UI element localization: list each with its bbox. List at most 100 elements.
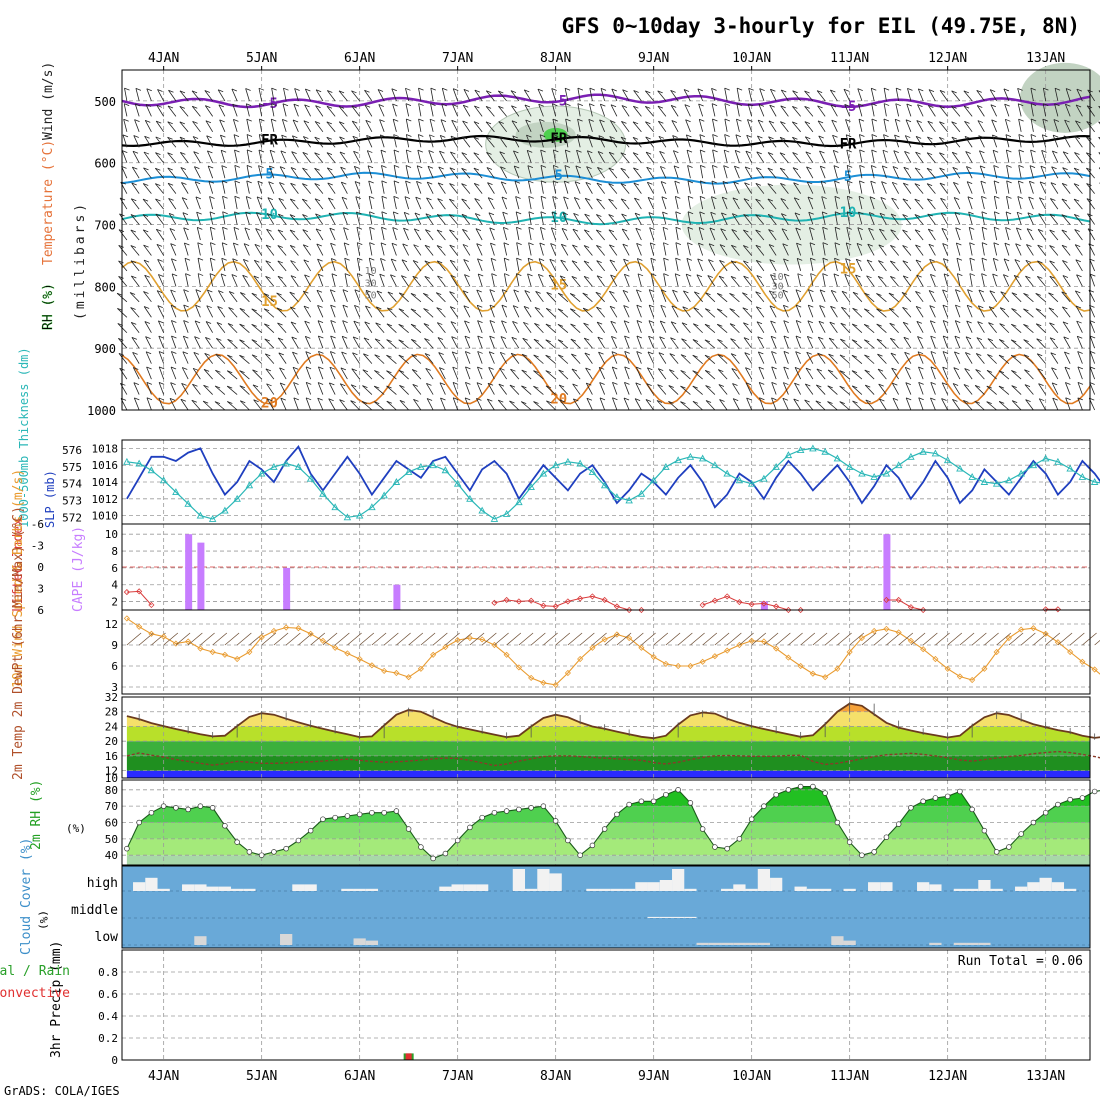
wind-barb <box>822 258 826 271</box>
wind-barb <box>355 196 361 210</box>
wind-barb-flag <box>730 353 737 356</box>
temp2m-frame <box>121 696 1091 779</box>
wind-barb-flag <box>1049 260 1055 264</box>
wind-barb <box>608 214 618 225</box>
cloud-bar <box>990 888 1003 891</box>
date-label-top: 10JAN <box>732 51 771 66</box>
wind-barb-flag <box>779 136 786 140</box>
wind-barb-flag <box>981 196 987 199</box>
wind-barb <box>245 103 250 117</box>
wind-barb <box>208 181 214 194</box>
wind-barb-flag <box>425 213 432 217</box>
wind-barb-flag <box>392 103 398 107</box>
wind-barb-flag <box>251 308 257 312</box>
wind-barb <box>540 165 544 179</box>
wind-barb <box>877 276 887 287</box>
wind-barb-flag <box>1049 245 1055 248</box>
wind-barb <box>489 227 495 241</box>
rh2m-marker <box>258 852 265 858</box>
wind-barb-flag <box>218 89 224 93</box>
wind-barb-flag <box>398 308 405 312</box>
wind-barb <box>834 180 838 194</box>
cloud-bar <box>659 880 673 891</box>
wind-barb <box>546 292 556 303</box>
wind-barb-flag <box>293 103 300 107</box>
wind-barb-flag <box>724 87 730 91</box>
wind-barb-flag <box>742 307 748 311</box>
wind-barb <box>767 167 777 179</box>
wind-barb-flag <box>718 369 724 372</box>
cloud-bar <box>537 869 550 891</box>
wind-barb-flag <box>867 243 873 247</box>
wind-barb-10m <box>1057 632 1073 646</box>
wind-barb <box>951 106 961 117</box>
wind-barb-flag <box>977 120 984 123</box>
wind-barb <box>732 383 740 395</box>
wind-barb-flag <box>1052 382 1058 386</box>
wind-barb-10m <box>824 632 840 646</box>
wind-barb <box>498 383 507 395</box>
wind-barb-flag <box>424 338 430 341</box>
wind-barb <box>681 338 691 349</box>
lifted-index-marker <box>564 598 571 605</box>
wind-barb-flag <box>782 243 788 247</box>
wind-barb-flag <box>354 289 361 293</box>
wind-barb-flag <box>195 289 201 293</box>
wind-barb <box>392 119 397 132</box>
wind-barb-flag <box>994 226 1000 230</box>
wind-barb-flag <box>969 226 975 230</box>
wind-barb <box>608 152 618 163</box>
wind-barb <box>403 227 410 241</box>
wind-barb <box>1086 183 1095 194</box>
wind-barb <box>916 274 924 287</box>
wind-barb-flag <box>330 304 336 308</box>
wind-barb <box>905 397 912 411</box>
wind-barb <box>675 211 679 225</box>
wind-barb-flag <box>953 367 959 370</box>
rh2m-marker <box>920 798 926 804</box>
wind-barb <box>685 273 691 287</box>
wind-barb <box>711 165 716 179</box>
wind-barb <box>380 150 385 163</box>
wind-barb-flag <box>545 323 552 327</box>
wind-barb <box>167 152 177 163</box>
wind-barb-flag <box>881 181 887 184</box>
wind-barb <box>716 308 728 318</box>
wind-barb-10m <box>726 632 742 646</box>
wind-barb-flag <box>170 289 176 293</box>
wind-barb-flag <box>572 244 578 248</box>
wind-barb <box>168 198 177 210</box>
wind-barb <box>846 196 851 210</box>
rh-contour-label: 50 <box>772 291 784 302</box>
wind-barb-flag <box>406 149 412 153</box>
wind-speed-marker <box>442 644 449 651</box>
wind-barb-flag <box>680 354 687 357</box>
wind-barb <box>734 166 740 179</box>
wind-barb <box>512 305 520 318</box>
wind-barb-flag <box>181 382 187 386</box>
wind-barb <box>436 245 446 256</box>
wind-barb <box>181 182 189 194</box>
wind-barb-10m <box>200 632 215 646</box>
wind-barb-flag <box>596 321 603 325</box>
thickness-marker <box>809 444 817 452</box>
wind-barb <box>968 227 973 241</box>
wind-barb <box>755 167 765 179</box>
wind-barb-flag <box>953 182 959 185</box>
wind-barb-flag <box>489 320 496 323</box>
wind-barb-flag <box>197 257 204 261</box>
wind-barb <box>1011 308 1022 318</box>
wind-barb <box>698 103 704 117</box>
wind-barb-flag <box>1042 134 1048 138</box>
wind-barb <box>576 150 581 163</box>
wind-barb-flag <box>889 322 895 326</box>
wind-barb-flag <box>770 88 776 92</box>
wind-barb <box>635 228 642 241</box>
wind-barb <box>736 119 740 132</box>
wind-barb-flag <box>856 258 862 262</box>
wind-barb <box>858 196 863 210</box>
pressure-tick-label: 500 <box>94 95 116 109</box>
wind-barb <box>939 90 948 102</box>
wind-barb <box>231 274 238 287</box>
wind-barb-flag <box>685 119 691 123</box>
